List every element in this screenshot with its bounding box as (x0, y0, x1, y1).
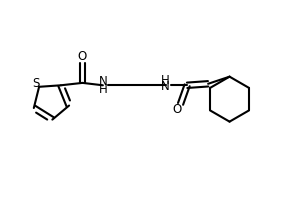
Text: H: H (99, 83, 108, 96)
Text: O: O (78, 50, 87, 63)
Text: H: H (161, 74, 170, 87)
Text: O: O (172, 103, 182, 116)
Text: S: S (32, 77, 39, 90)
Text: N: N (161, 80, 170, 93)
Text: N: N (99, 75, 108, 88)
